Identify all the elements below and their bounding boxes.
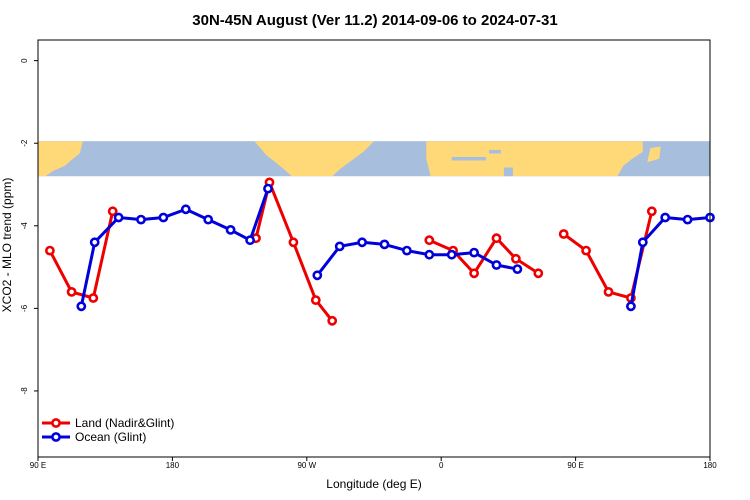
series-1-point bbox=[626, 301, 636, 312]
series-0-point bbox=[533, 268, 544, 279]
series-1-point bbox=[180, 204, 191, 215]
series-1-point bbox=[446, 249, 457, 260]
series-1-point bbox=[424, 249, 435, 260]
series-1-line-1 bbox=[316, 240, 518, 277]
series-1-point bbox=[158, 212, 169, 223]
series-1-point bbox=[512, 264, 523, 274]
map-sea bbox=[451, 156, 486, 161]
map-land bbox=[647, 146, 661, 163]
x-axis-label: Longitude (deg E) bbox=[326, 477, 421, 491]
series-1-point bbox=[263, 183, 273, 194]
x-tick-label-3: 0 bbox=[439, 461, 444, 470]
series-0-point bbox=[491, 233, 502, 244]
series-0-point bbox=[288, 237, 299, 248]
x-tick-label-4: 90 E bbox=[567, 461, 583, 470]
map-land bbox=[38, 141, 83, 177]
series-0-point bbox=[327, 315, 338, 326]
series-1-point bbox=[334, 241, 345, 252]
series-1-point bbox=[225, 224, 236, 235]
series-1-point bbox=[491, 260, 502, 270]
y-tick-label-3: -6 bbox=[20, 304, 29, 312]
series-0-point bbox=[603, 286, 614, 297]
series-1-point bbox=[660, 212, 671, 223]
x-axis: 90 E 180 90 W 0 90 E 180 bbox=[30, 457, 717, 470]
y-tick-label-2: -4 bbox=[20, 222, 29, 230]
series-1-point bbox=[89, 237, 100, 248]
map-sea bbox=[503, 167, 513, 177]
series-1-point bbox=[682, 214, 693, 225]
series-1-line-0 bbox=[79, 188, 270, 307]
legend-marker-1 bbox=[51, 432, 61, 442]
series-0-point bbox=[646, 206, 657, 217]
series-1-point bbox=[469, 247, 479, 258]
series-0-point bbox=[581, 245, 591, 256]
series-1-point bbox=[312, 270, 323, 281]
series-1-point bbox=[113, 212, 124, 223]
series-0-point bbox=[558, 229, 569, 239]
series-1 bbox=[76, 183, 715, 312]
series-1-point bbox=[379, 239, 390, 250]
map-land bbox=[426, 141, 643, 177]
series-1-point bbox=[637, 237, 648, 248]
plot-frame bbox=[37, 39, 711, 458]
series-0-point bbox=[469, 268, 479, 279]
y-axis: 0 -2 -4 -6 -8 bbox=[20, 58, 38, 395]
y-axis-label: XCO2 - MLO trend (ppm) bbox=[0, 178, 14, 313]
y-tick-label-1: -2 bbox=[20, 139, 29, 147]
legend-label-0: Land (Nadir&Glint) bbox=[75, 416, 174, 430]
map-land bbox=[254, 141, 374, 177]
y-tick-label-0: 0 bbox=[20, 58, 29, 63]
world-map-strip bbox=[38, 141, 710, 177]
legend: Land (Nadir&Glint)Ocean (Glint) bbox=[42, 416, 174, 444]
x-tick-label-1: 180 bbox=[166, 461, 180, 470]
series-0-line-1 bbox=[254, 180, 334, 322]
x-tick-label-5: 180 bbox=[703, 461, 717, 470]
series-0-point bbox=[107, 206, 118, 217]
series-1-point bbox=[76, 301, 87, 312]
series-0-point bbox=[66, 286, 77, 297]
series-0-point bbox=[424, 235, 435, 246]
series-1-point bbox=[401, 245, 412, 256]
series-1-point bbox=[245, 235, 255, 246]
series-0-line-3 bbox=[562, 210, 654, 300]
x-tick-label-0: 90 E bbox=[30, 461, 46, 470]
chart-title: 30N-45N August (Ver 11.2) 2014-09-06 to … bbox=[192, 12, 557, 29]
series-0-point bbox=[88, 293, 99, 303]
series-0-point bbox=[45, 245, 55, 256]
legend-marker-0 bbox=[51, 418, 61, 428]
x-tick-label-2: 90 W bbox=[297, 461, 316, 470]
map-sea bbox=[488, 149, 501, 154]
legend-label-1: Ocean (Glint) bbox=[75, 430, 146, 444]
series-0-line-0 bbox=[48, 210, 115, 300]
series-1-line-2 bbox=[629, 216, 711, 307]
y-tick-label-4: -8 bbox=[20, 387, 29, 395]
series-1-point bbox=[357, 237, 367, 248]
series-1-point bbox=[203, 214, 214, 225]
series-0-point bbox=[310, 295, 321, 305]
series-1-point bbox=[136, 214, 146, 225]
series-0-point bbox=[511, 253, 521, 264]
series-0 bbox=[45, 177, 657, 326]
